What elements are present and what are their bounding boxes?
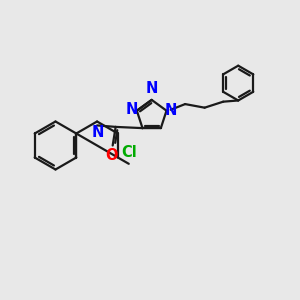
Text: O: O bbox=[105, 148, 117, 164]
Text: N: N bbox=[126, 102, 138, 117]
Text: N: N bbox=[146, 81, 158, 96]
Text: Cl: Cl bbox=[121, 145, 136, 160]
Text: N: N bbox=[92, 125, 104, 140]
Text: N: N bbox=[165, 103, 178, 118]
